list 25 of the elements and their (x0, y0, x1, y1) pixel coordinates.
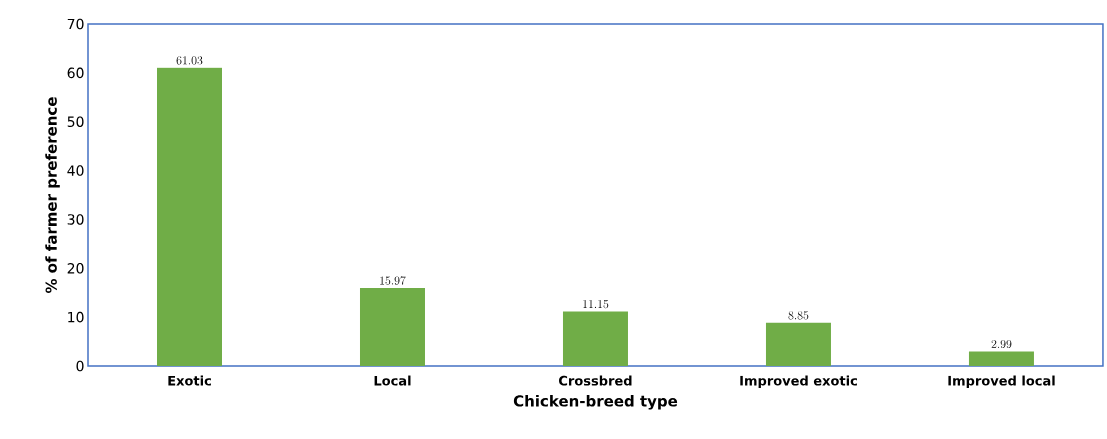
bar (765, 322, 831, 366)
x-tick-label: Local (374, 375, 411, 386)
y-tick-label: 50 (67, 116, 84, 128)
y-tick-label: 40 (67, 165, 84, 176)
x-axis-title: Chicken-breed type (513, 394, 678, 410)
y-tick-label: 20 (67, 262, 84, 274)
x-tick-label: Improved local (948, 375, 1055, 389)
bar (562, 311, 628, 366)
data-label: 2.99 (991, 339, 1012, 349)
x-tick-label: Improved exotic (740, 375, 857, 389)
bar (157, 67, 222, 366)
data-label: 61 .03 (176, 56, 203, 65)
y-tick-label: 10 (68, 311, 84, 323)
data-label: 8.85 (788, 311, 809, 320)
x-tick-label: Crossbred (559, 375, 632, 386)
y-tick-label: 60 (67, 67, 84, 79)
bar (359, 287, 425, 366)
data-label: 15.97 (380, 276, 406, 285)
y-tick-label: 0 (76, 360, 84, 372)
y-axis-title: % of farmer preference (45, 97, 60, 294)
y-tick-label: 70 (67, 18, 84, 30)
bar (968, 351, 1034, 366)
y-tick-label: 30 (67, 214, 84, 225)
data-label: 11 . 15 (583, 300, 609, 309)
x-tick-label: Exotic (168, 375, 211, 386)
